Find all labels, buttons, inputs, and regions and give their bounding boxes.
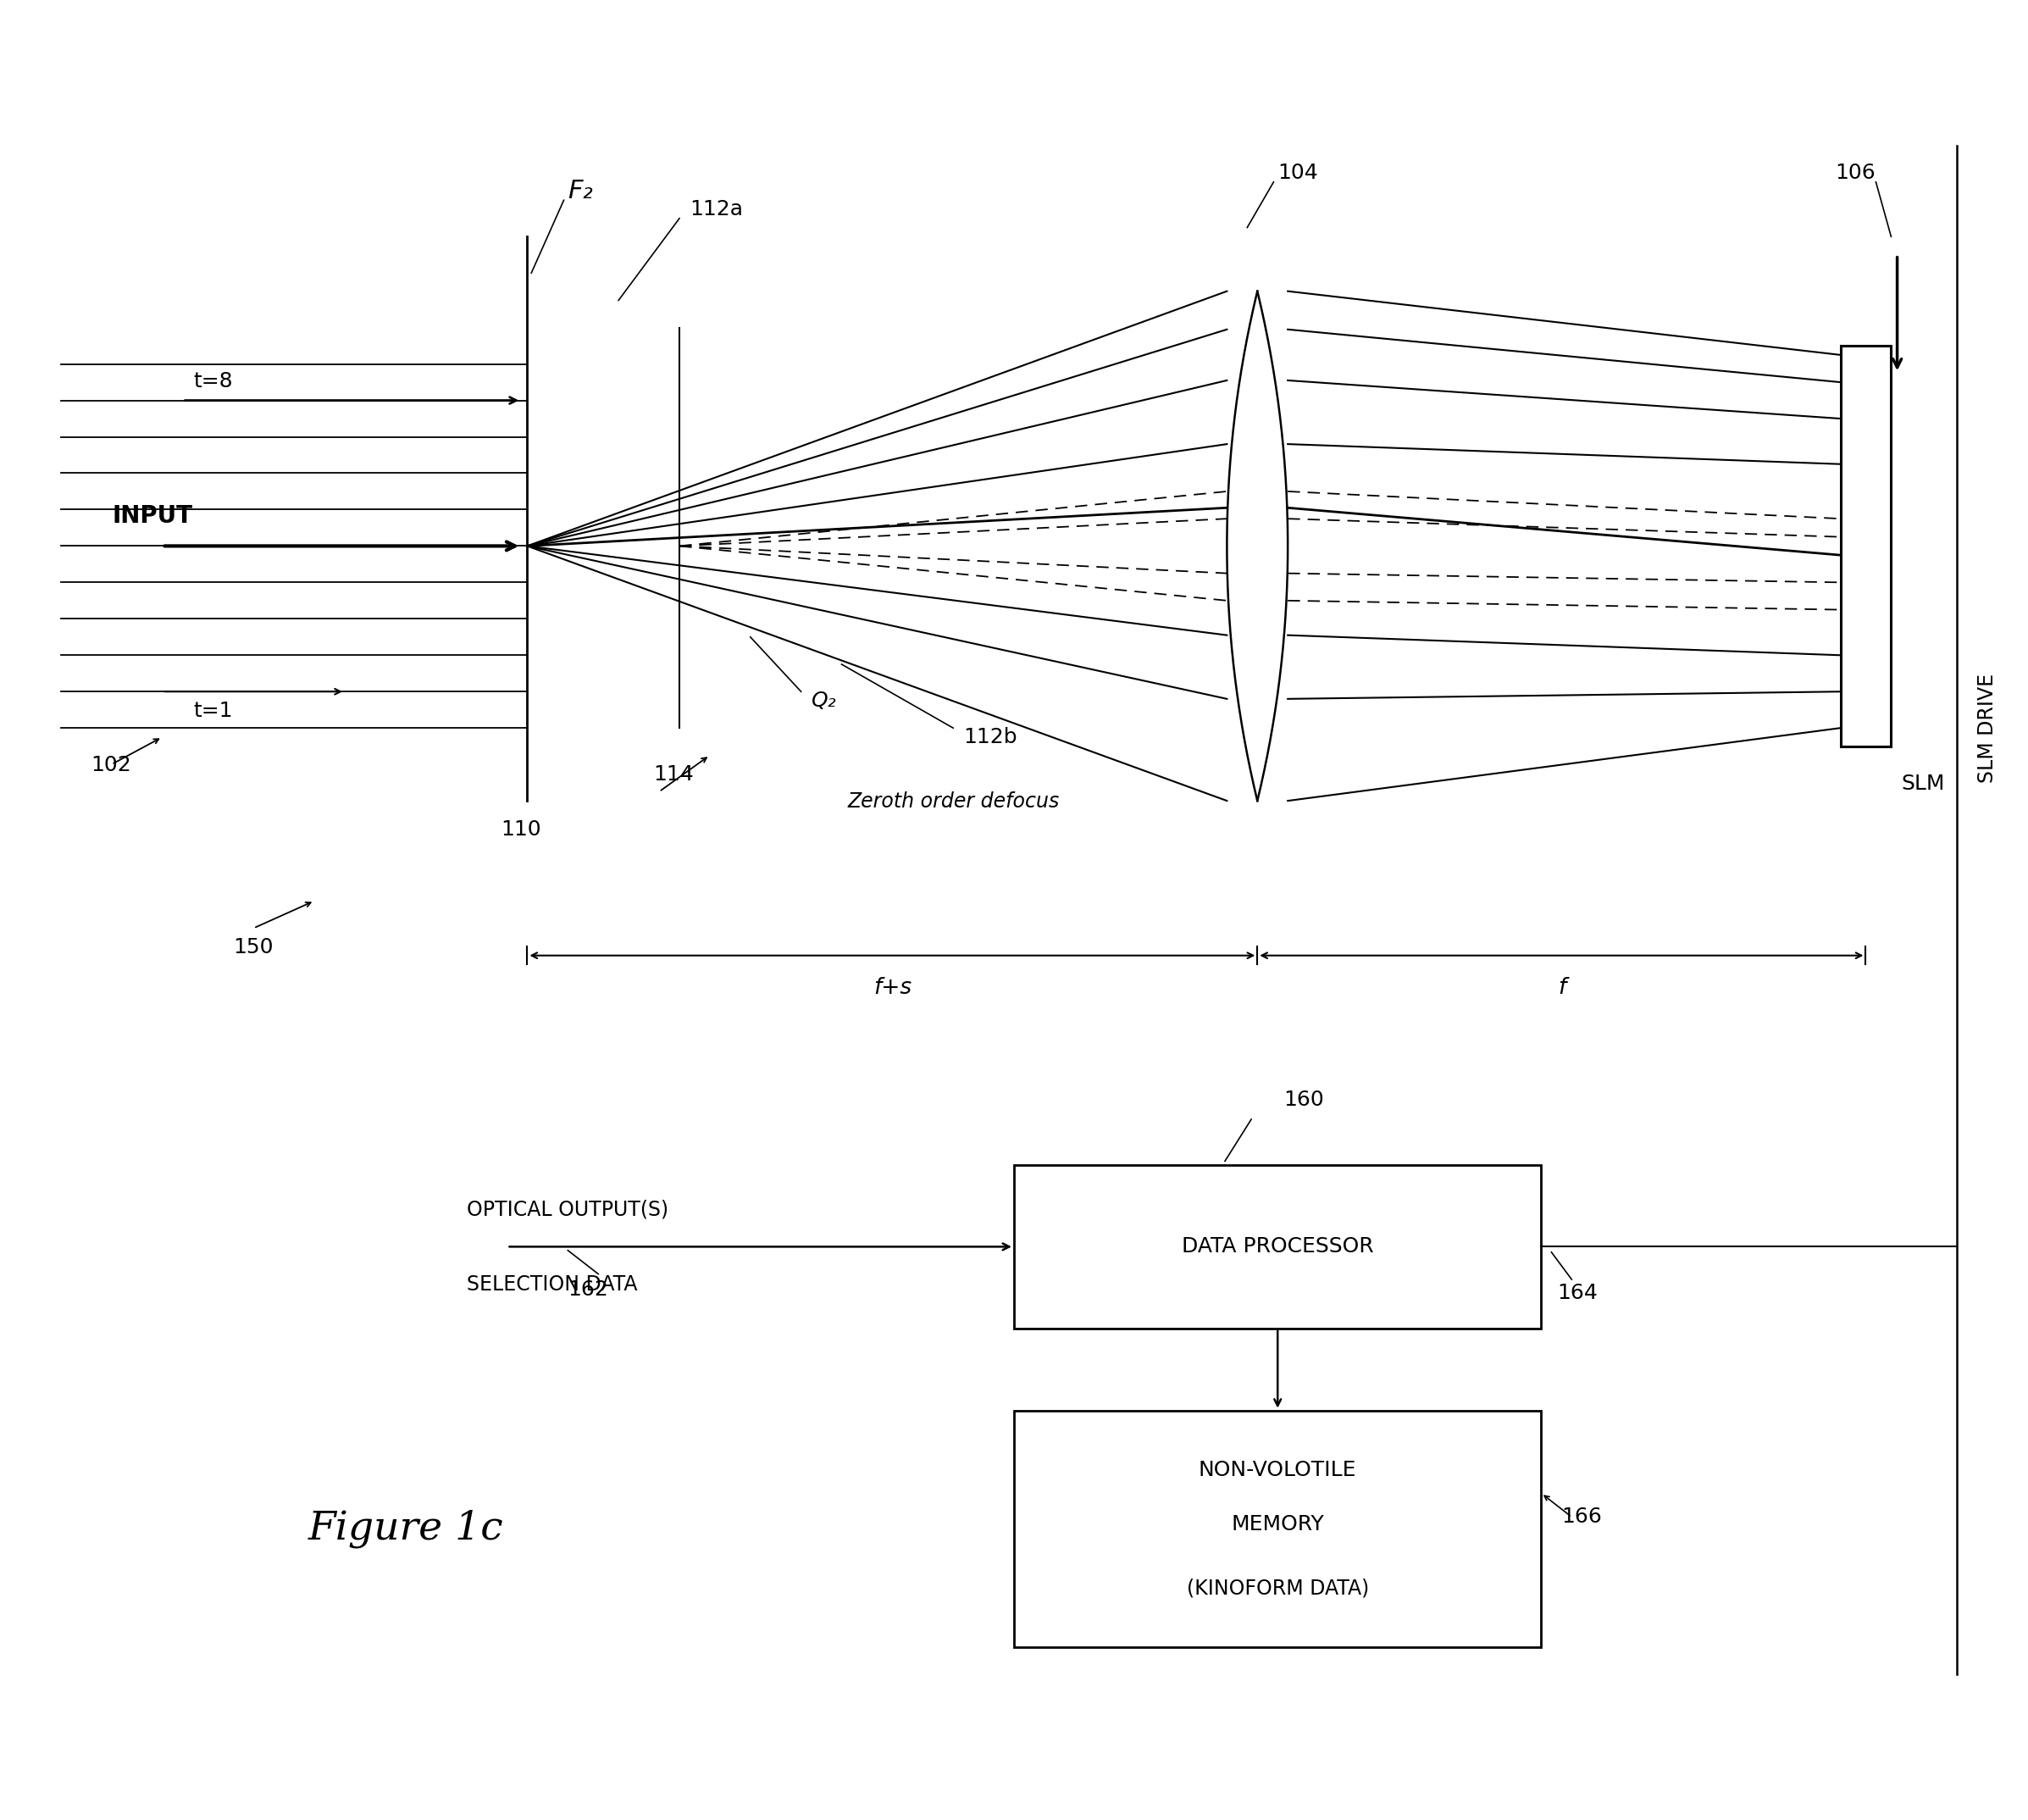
Text: f: f (1558, 977, 1566, 999)
Text: OPTICAL OUTPUT(S): OPTICAL OUTPUT(S) (466, 1199, 667, 1219)
Text: SLM DRIVE: SLM DRIVE (1977, 673, 1998, 783)
Text: 112b: 112b (963, 726, 1018, 748)
Bar (1841, 346, 1890, 746)
Text: 104: 104 (1278, 162, 1318, 184)
Text: 102: 102 (91, 755, 132, 775)
Text: (KINOFORM DATA): (KINOFORM DATA) (1186, 1578, 1369, 1598)
Text: f+s: f+s (874, 977, 911, 999)
Text: 160: 160 (1284, 1090, 1324, 1110)
Text: NON-VOLOTILE: NON-VOLOTILE (1199, 1460, 1357, 1480)
Text: 110: 110 (501, 819, 541, 839)
Bar (1014, 1165, 1541, 1329)
Text: 106: 106 (1835, 162, 1876, 184)
Bar (1014, 1411, 1541, 1647)
Text: 166: 166 (1562, 1507, 1602, 1527)
Text: 150: 150 (233, 937, 274, 957)
Text: t=8: t=8 (195, 371, 233, 391)
Text: Q₂: Q₂ (811, 690, 836, 712)
Text: Zeroth order defocus: Zeroth order defocus (848, 792, 1059, 812)
Text: 114: 114 (653, 764, 694, 784)
Text: 162: 162 (568, 1279, 608, 1299)
Text: Figure 1c: Figure 1c (308, 1509, 503, 1549)
Text: SELECTION DATA: SELECTION DATA (466, 1274, 637, 1294)
Text: MEMORY: MEMORY (1231, 1514, 1324, 1534)
Text: INPUT: INPUT (112, 504, 193, 528)
Text: t=1: t=1 (195, 701, 233, 721)
Text: F₂: F₂ (568, 178, 592, 204)
Text: DATA PROCESSOR: DATA PROCESSOR (1182, 1236, 1373, 1258)
Text: SLM: SLM (1902, 774, 1945, 794)
Text: 112a: 112a (690, 198, 742, 220)
Text: 164: 164 (1558, 1283, 1598, 1303)
